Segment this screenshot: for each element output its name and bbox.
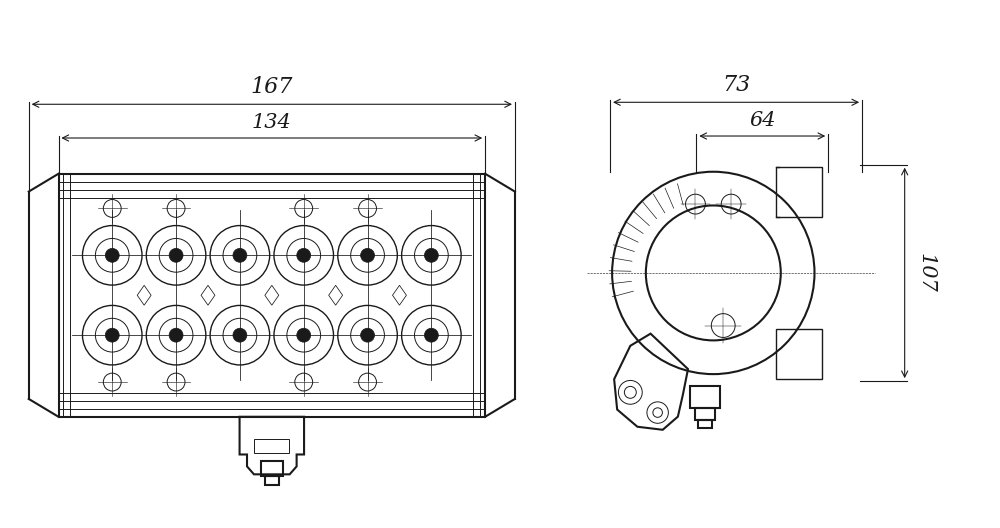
Bar [261,461,283,476]
Bar [776,328,822,379]
Circle shape [424,248,438,262]
Bar [698,420,712,428]
Bar [776,167,822,217]
Circle shape [361,328,374,342]
Bar [690,386,720,408]
Circle shape [169,328,183,342]
Bar [265,476,279,485]
Text: 134: 134 [252,113,292,132]
Circle shape [105,328,119,342]
Circle shape [297,328,311,342]
Circle shape [297,248,311,262]
Circle shape [169,248,183,262]
Text: 167: 167 [251,77,293,98]
Circle shape [233,248,247,262]
Bar [254,439,289,452]
Circle shape [424,328,438,342]
Text: 73: 73 [722,74,750,96]
Text: 107: 107 [917,253,936,293]
Bar [59,174,485,417]
Circle shape [233,328,247,342]
Text: 64: 64 [749,111,776,130]
Circle shape [361,248,374,262]
Circle shape [105,248,119,262]
Bar [695,408,715,420]
